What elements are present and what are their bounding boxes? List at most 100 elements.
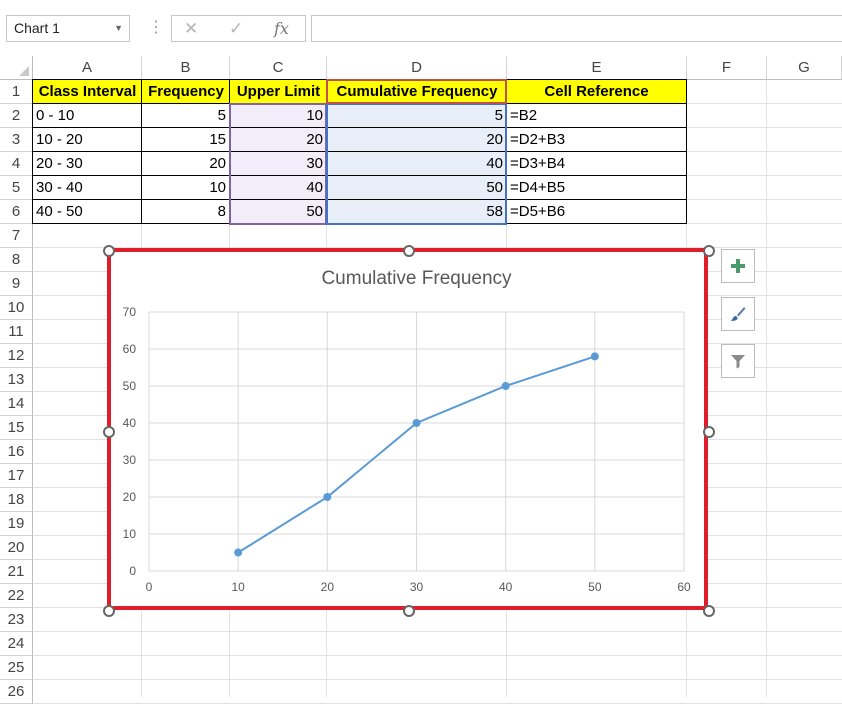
row-header[interactable]: 4: [0, 152, 33, 176]
table-header-cell[interactable]: Frequency: [141, 79, 231, 104]
table-cell[interactable]: 20: [141, 152, 230, 176]
chevron-down-icon[interactable]: ▼: [114, 23, 123, 33]
table-header-cell[interactable]: Upper Limit: [229, 79, 328, 104]
x-tick-label: 50: [588, 580, 602, 594]
row-header[interactable]: 23: [0, 608, 33, 632]
resize-handle[interactable]: [403, 245, 415, 257]
row-header[interactable]: 26: [0, 680, 33, 704]
row-header[interactable]: 12: [0, 344, 33, 368]
plus-icon: [731, 259, 745, 273]
chart-styles-button[interactable]: [721, 297, 755, 331]
table-cell[interactable]: 20: [229, 128, 327, 152]
resize-handle[interactable]: [103, 426, 115, 438]
row-header[interactable]: 19: [0, 512, 33, 536]
column-header[interactable]: E: [507, 56, 687, 80]
resize-handle[interactable]: [703, 605, 715, 617]
table-cell[interactable]: 10: [141, 176, 230, 200]
table-cell[interactable]: 20 - 30: [32, 152, 142, 176]
table-cell[interactable]: =D4+B5: [506, 176, 687, 200]
table-cell[interactable]: 5: [141, 104, 230, 128]
row-header[interactable]: 25: [0, 656, 33, 680]
resize-handle[interactable]: [403, 605, 415, 617]
table-cell[interactable]: 20: [326, 128, 507, 152]
row-header[interactable]: 7: [0, 224, 33, 248]
column-gridline: [766, 80, 767, 697]
table-cell[interactable]: 30: [229, 152, 327, 176]
table-cell[interactable]: =D2+B3: [506, 128, 687, 152]
row-header[interactable]: 17: [0, 464, 33, 488]
table-header-cell[interactable]: Cumulative Frequency: [326, 79, 508, 104]
x-tick-label: 10: [231, 580, 245, 594]
resize-handle[interactable]: [703, 426, 715, 438]
table-cell[interactable]: =B2: [506, 104, 687, 128]
row-header[interactable]: 5: [0, 176, 33, 200]
chart-title[interactable]: Cumulative Frequency: [321, 268, 512, 289]
brush-icon: [731, 307, 746, 321]
table-cell[interactable]: 30 - 40: [32, 176, 142, 200]
row-header[interactable]: 22: [0, 584, 33, 608]
column-header[interactable]: B: [142, 56, 230, 80]
table-cell[interactable]: 15: [141, 128, 230, 152]
table-cell[interactable]: 0 - 10: [32, 104, 142, 128]
data-point[interactable]: [234, 548, 243, 557]
resize-handle[interactable]: [103, 605, 115, 617]
table-cell[interactable]: 10: [229, 104, 327, 128]
row-header[interactable]: 1: [0, 80, 33, 104]
y-tick-label: 10: [123, 527, 137, 541]
row-header[interactable]: 20: [0, 536, 33, 560]
row-header[interactable]: 3: [0, 128, 33, 152]
resize-handle[interactable]: [103, 245, 115, 257]
row-header[interactable]: 9: [0, 272, 33, 296]
chart-filters-button[interactable]: [721, 344, 755, 378]
column-header[interactable]: G: [767, 56, 842, 80]
table-cell[interactable]: 40 - 50: [32, 200, 142, 224]
x-tick-label: 30: [410, 580, 424, 594]
table-cell[interactable]: 10 - 20: [32, 128, 142, 152]
select-all-button[interactable]: [0, 56, 33, 80]
enter-icon[interactable]: ✓: [229, 19, 244, 38]
x-tick-label: 20: [321, 580, 335, 594]
table-header-cell[interactable]: Class Interval: [32, 79, 143, 104]
x-tick-label: 0: [146, 580, 153, 594]
row-header[interactable]: 24: [0, 632, 33, 656]
column-header[interactable]: A: [33, 56, 142, 80]
table-cell[interactable]: 58: [326, 200, 507, 224]
insert-function-icon[interactable]: fx: [274, 19, 289, 38]
table-cell[interactable]: 40: [229, 176, 327, 200]
name-box-value: Chart 1: [14, 20, 60, 36]
more-options-icon[interactable]: ⋮: [148, 19, 164, 36]
row-header[interactable]: 21: [0, 560, 33, 584]
table-cell[interactable]: 50: [326, 176, 507, 200]
table-cell[interactable]: =D5+B6: [506, 200, 687, 224]
table-cell[interactable]: =D3+B4: [506, 152, 687, 176]
row-header[interactable]: 10: [0, 296, 33, 320]
row-header[interactable]: 14: [0, 392, 33, 416]
data-point[interactable]: [412, 419, 421, 427]
formula-input[interactable]: [311, 15, 842, 42]
column-header[interactable]: F: [687, 56, 767, 80]
row-header[interactable]: 13: [0, 368, 33, 392]
chart-plot: Cumulative Frequency 0 10 20 30 40 50 60 70 0 10 20…: [123, 268, 691, 594]
chart-area[interactable]: Cumulative Frequency 0 10 20 30 40 50 60 70 0 10 20…: [107, 248, 708, 610]
cancel-icon[interactable]: ✕: [184, 19, 199, 38]
data-point[interactable]: [501, 382, 510, 390]
data-point[interactable]: [323, 493, 332, 501]
table-cell[interactable]: 40: [326, 152, 507, 176]
column-header[interactable]: D: [327, 56, 507, 80]
row-header[interactable]: 8: [0, 248, 33, 272]
table-header-cell[interactable]: Cell Reference: [506, 79, 687, 104]
chart-elements-button[interactable]: [721, 249, 755, 283]
row-header[interactable]: 2: [0, 104, 33, 128]
resize-handle[interactable]: [703, 245, 715, 257]
data-point[interactable]: [590, 352, 599, 361]
table-cell[interactable]: 5: [326, 104, 507, 128]
column-header[interactable]: C: [230, 56, 327, 80]
row-header[interactable]: 18: [0, 488, 33, 512]
table-cell[interactable]: 50: [229, 200, 327, 224]
table-cell[interactable]: 8: [141, 200, 230, 224]
row-header[interactable]: 6: [0, 200, 33, 224]
row-header[interactable]: 16: [0, 440, 33, 464]
row-header[interactable]: 15: [0, 416, 33, 440]
name-box[interactable]: Chart 1 ▼: [6, 15, 130, 42]
row-header[interactable]: 11: [0, 320, 33, 344]
